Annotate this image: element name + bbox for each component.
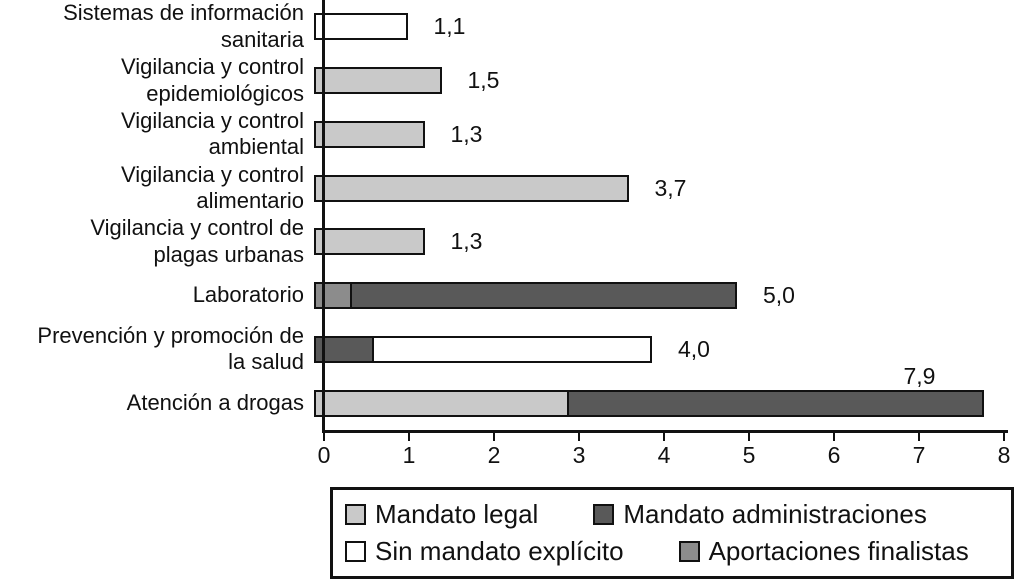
x-axis-ticks: 0 1 2 3 4 5 6 7 8: [318, 433, 1010, 473]
legend-item: Sin mandato explícito: [345, 536, 624, 567]
x-tick-label: 2: [487, 442, 501, 468]
value-label: 1,3: [450, 120, 483, 147]
legend-swatch-icon: [345, 504, 366, 525]
bar-area: 5,0: [314, 269, 1024, 323]
x-tick-label: 7: [912, 442, 926, 468]
category-label: Vigilancia y control alimentario: [120, 161, 304, 214]
value-label: 4,0: [678, 335, 710, 362]
category-label: Laboratorio: [192, 282, 304, 308]
x-tick-mark: [408, 433, 410, 441]
bar-segment: [314, 67, 442, 95]
bar-area: 1,3: [314, 215, 1024, 269]
bar: [314, 174, 629, 202]
bar-segment: [314, 228, 425, 256]
legend-swatch-icon: [593, 504, 615, 525]
bar: [314, 389, 984, 417]
x-tick-mark: [918, 433, 920, 441]
x-tick-mark: [748, 433, 750, 441]
chart-row: Sistemas de información sanitaria 1,1: [0, 0, 1024, 54]
value-label: 1,3: [450, 228, 483, 255]
legend-row: Sin mandato explícito Aportaciones finali…: [345, 536, 1011, 567]
bar-segment: [314, 282, 353, 310]
bar: [314, 228, 425, 256]
legend-item: Mandato legal: [345, 499, 538, 530]
category-label: Vigilancia y control ambiental: [120, 107, 304, 160]
chart-row: Laboratorio 5,0: [0, 269, 1024, 323]
value-label: 3,7: [654, 174, 687, 201]
y-axis-line: [322, 0, 325, 433]
category-label: Prevención y promoción de la salud: [37, 322, 304, 375]
bar-segment: [314, 120, 425, 148]
chart-row: Vigilancia y control ambiental 1,3: [0, 108, 1024, 162]
bar: [314, 67, 442, 95]
legend-label: Sin mandato explícito: [375, 536, 624, 566]
x-tick-mark: [1003, 433, 1005, 441]
legend-swatch-icon: [345, 541, 366, 562]
bar-area: 4,0: [314, 323, 1024, 377]
value-label: 1,5: [467, 67, 500, 94]
chart-row: Vigilancia y control de plagas urbanas 1,3: [0, 215, 1024, 269]
category-label: Atención a drogas: [126, 389, 304, 415]
category-label: Vigilancia y control de plagas urbanas: [90, 215, 304, 267]
legend-swatch-icon: [678, 541, 700, 562]
bar-area: 1,5: [314, 54, 1024, 108]
bar: [314, 120, 425, 148]
legend-label: Mandato administraciones: [623, 499, 927, 529]
value-label: 7,9: [903, 363, 936, 390]
chart-row: Prevención y promoción de la salud 4,0: [0, 323, 1024, 377]
legend-label: Aportaciones finalistas: [708, 536, 969, 566]
x-tick-label: 1: [402, 442, 416, 468]
category-label: Sistemas de información sanitaria: [63, 0, 304, 52]
chart-row: Atención a drogas 7,9: [0, 363, 1024, 430]
bar: [314, 13, 408, 41]
x-tick-mark: [663, 433, 665, 441]
x-tick-label: 0: [317, 442, 331, 468]
x-tick-label: 5: [742, 442, 756, 468]
category-label: Vigilancia y control epidemiológicos: [120, 54, 304, 106]
x-tick-mark: [493, 433, 495, 441]
bar-segment: [314, 174, 629, 202]
bar-segment: [314, 13, 408, 41]
x-tick-label: 6: [827, 442, 841, 468]
bar-segment: [371, 335, 652, 363]
x-tick-label: 4: [657, 442, 671, 468]
value-label: 5,0: [763, 282, 795, 309]
value-label: 1,1: [433, 13, 466, 40]
legend-label: Mandato legal: [375, 499, 539, 529]
bar-segment: [567, 389, 984, 417]
bar-area: 1,1: [314, 0, 1024, 54]
x-tick-label: 8: [997, 442, 1011, 468]
chart-row: Vigilancia y control alimentario 3,7: [0, 161, 1024, 215]
bar-segment: [314, 389, 569, 417]
bar: [314, 282, 737, 310]
x-tick-label: 3: [572, 442, 586, 468]
x-tick-mark: [323, 433, 325, 441]
bar: [314, 335, 652, 363]
plot-rows: Sistemas de información sanitaria 1,1 Vigil…: [0, 0, 1024, 430]
legend-item: Mandato administraciones: [593, 499, 927, 530]
legend-item: Aportaciones finalistas: [678, 536, 969, 567]
chart-row: Vigilancia y control epidemiológicos 1,5: [0, 54, 1024, 108]
bar-area: 1,3: [314, 108, 1024, 162]
x-tick-mark: [833, 433, 835, 441]
bar-area: 7,9: [314, 363, 1024, 430]
x-axis-line: [322, 430, 1008, 433]
bar-segment: [350, 282, 737, 310]
chart-legend: Mandato legal Mandato administraciones Sin…: [330, 487, 1014, 579]
legend-row: Mandato legal Mandato administraciones: [345, 499, 1011, 530]
x-tick-mark: [578, 433, 580, 441]
bar-area: 3,7: [314, 161, 1024, 215]
